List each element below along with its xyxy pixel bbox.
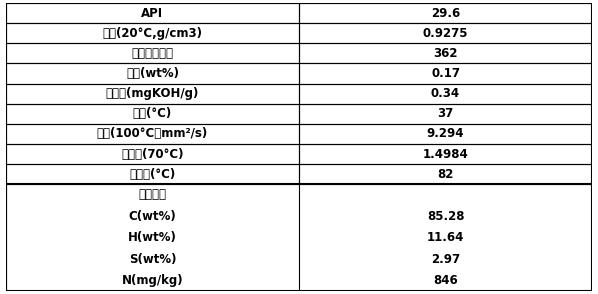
Text: 相对分子质量: 相对分子质量 [132,47,173,60]
Text: 362: 362 [434,47,457,60]
Text: 总酸值(mgKOH/g): 总酸值(mgKOH/g) [106,87,199,100]
Text: 9.294: 9.294 [427,127,464,140]
Text: 0.9275: 0.9275 [423,27,468,40]
Text: 折射率(70°C): 折射率(70°C) [121,148,184,161]
Text: 11.64: 11.64 [427,231,464,244]
Text: H(wt%): H(wt%) [128,231,177,244]
Text: 元素分析: 元素分析 [139,188,166,201]
Text: 0.34: 0.34 [431,87,460,100]
Text: 29.6: 29.6 [431,6,460,19]
Text: S(wt%): S(wt%) [129,253,176,265]
Text: N(mg/kg): N(mg/kg) [121,274,184,287]
Text: 精度(100°C，mm²/s): 精度(100°C，mm²/s) [97,127,208,140]
Text: 1.4984: 1.4984 [423,148,468,161]
Text: 密度(20°C,g/cm3): 密度(20°C,g/cm3) [102,27,203,40]
Text: 0.17: 0.17 [431,67,460,80]
Text: 37: 37 [437,107,454,120]
Text: 该接点(°C): 该接点(°C) [129,168,176,181]
Text: 2.97: 2.97 [431,253,460,265]
Text: 冻点(°C): 冻点(°C) [133,107,172,120]
Text: 疫点(wt%): 疫点(wt%) [126,67,179,80]
Text: 846: 846 [433,274,458,287]
Text: 82: 82 [437,168,454,181]
Text: API: API [142,6,163,19]
Text: 85.28: 85.28 [427,210,464,223]
Text: C(wt%): C(wt%) [129,210,176,223]
